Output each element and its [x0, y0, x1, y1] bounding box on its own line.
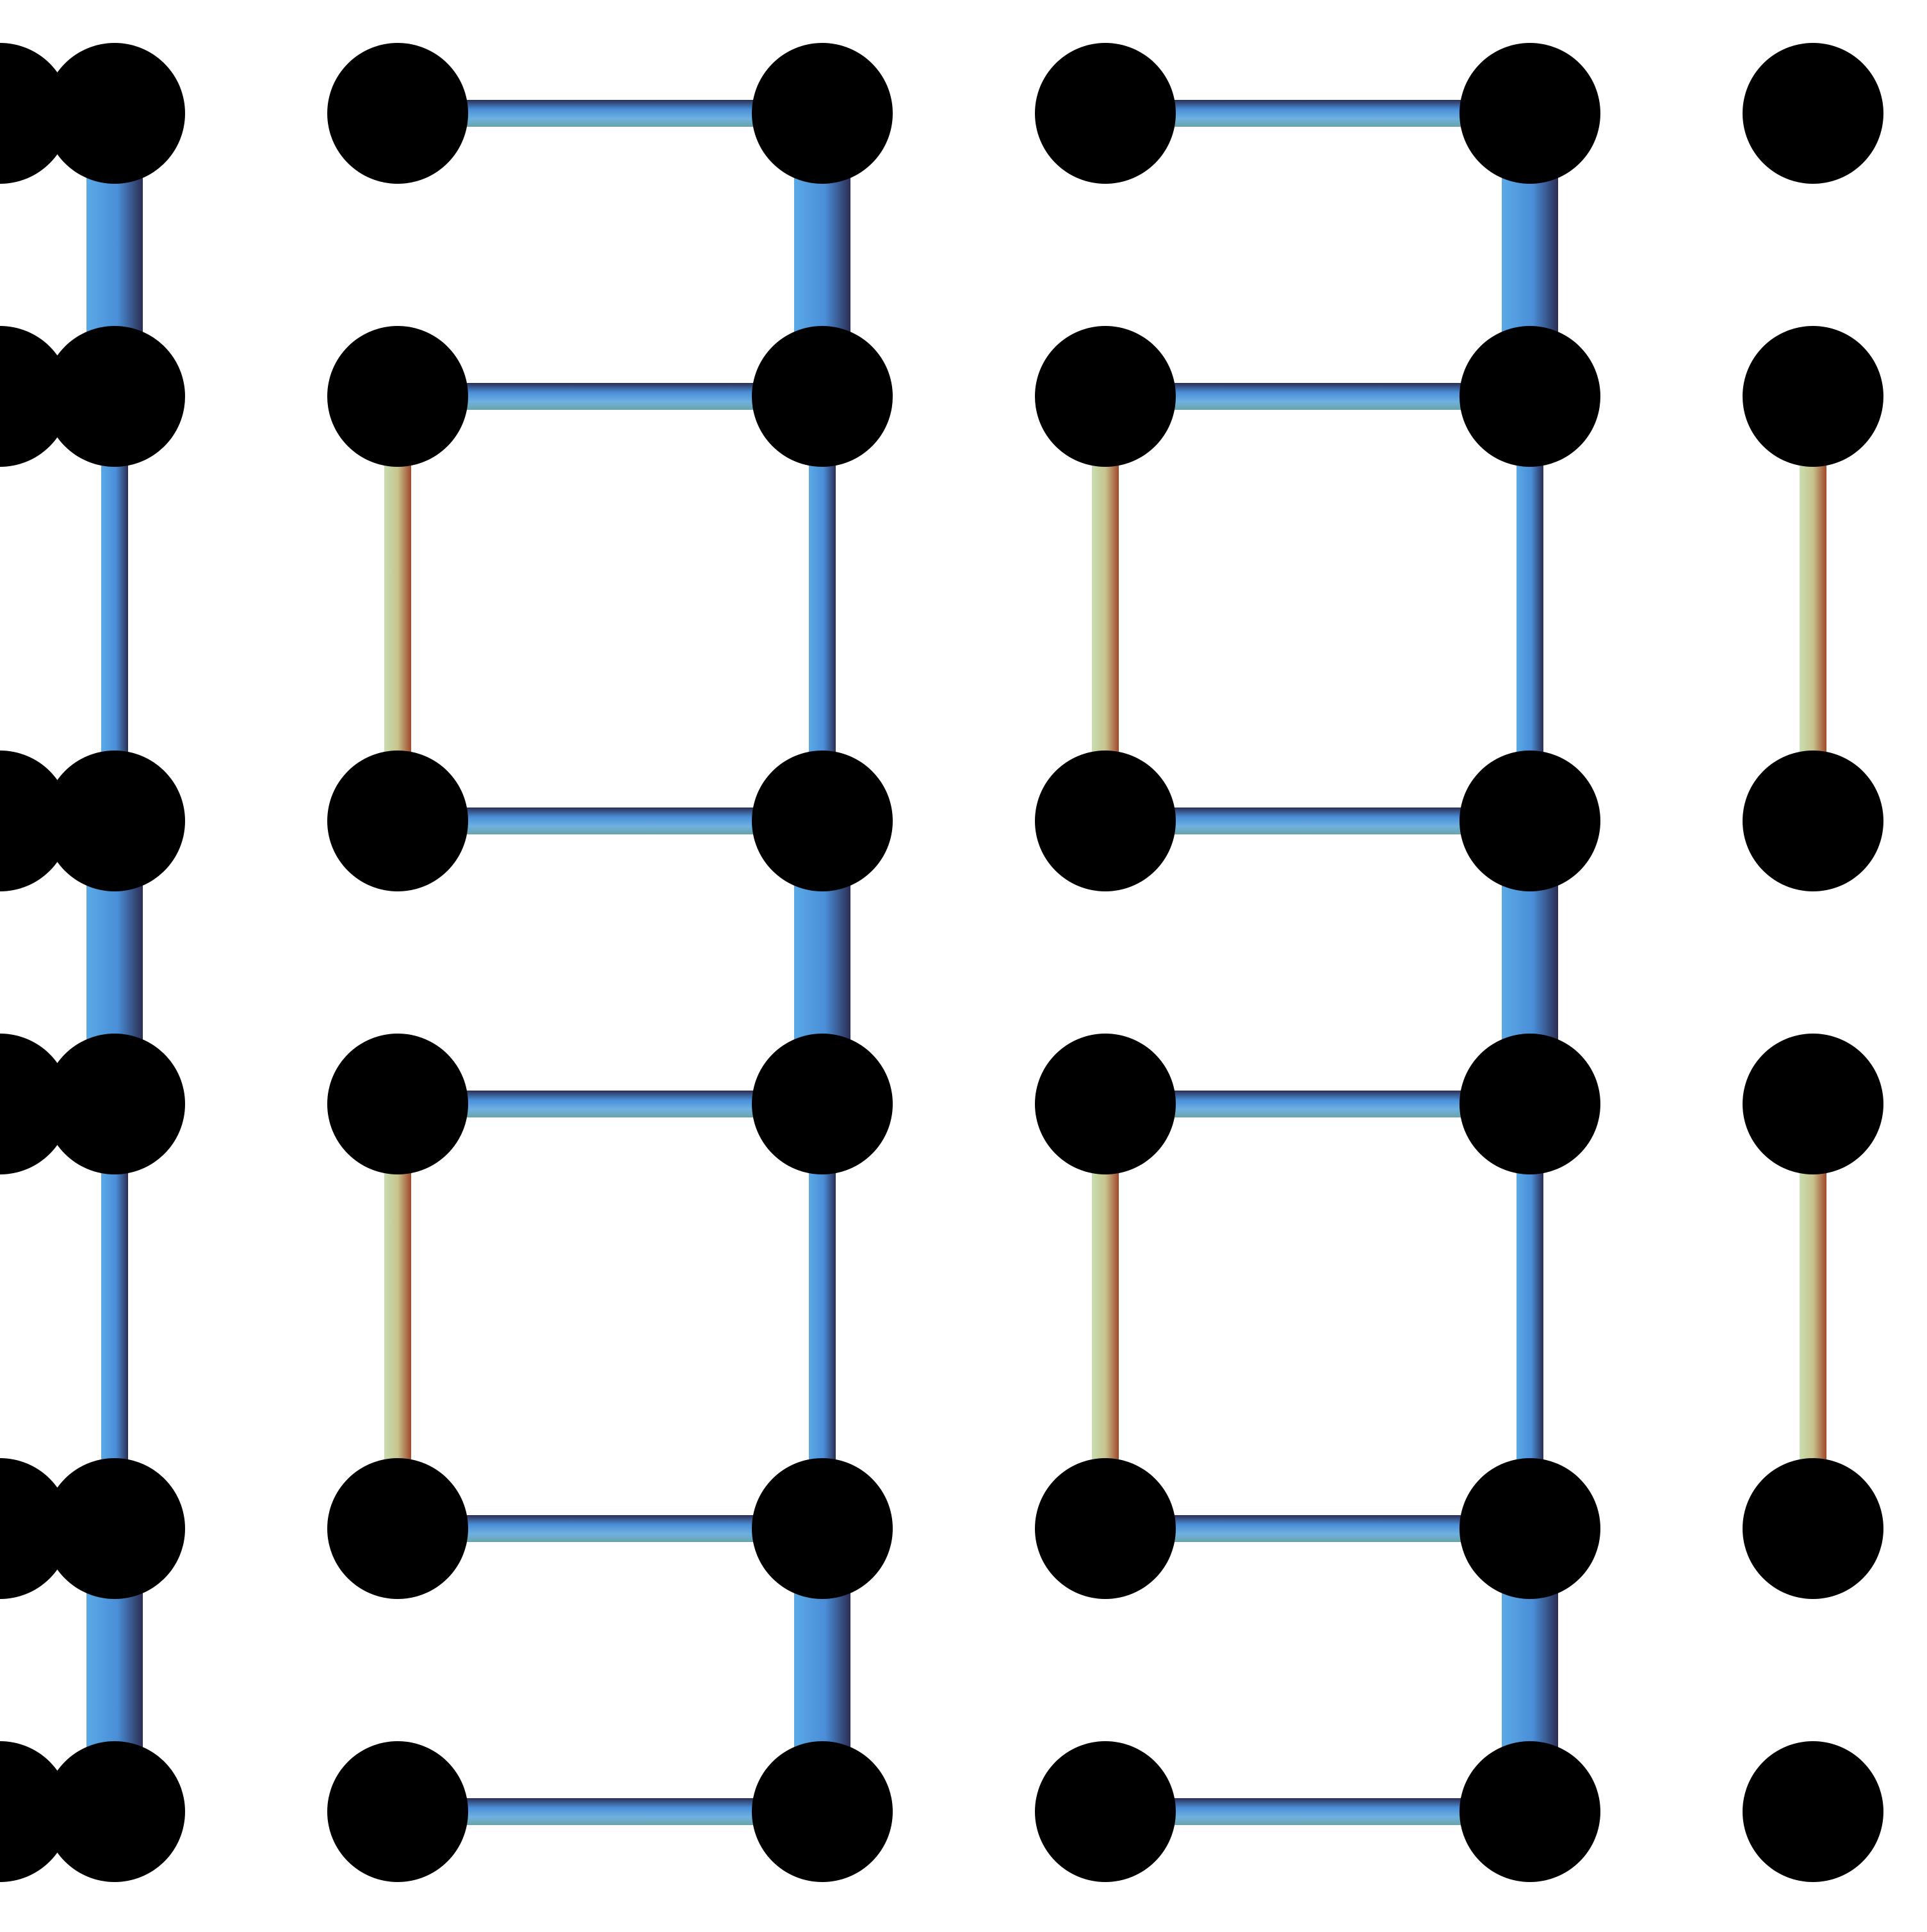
node-c2r4	[752, 1458, 893, 1599]
edge-c3r3-c3r4	[1092, 1104, 1119, 1529]
edge-c0r1-c0r2	[101, 396, 128, 821]
node-c0r0	[44, 43, 185, 184]
edge-c1r5-c2r5	[398, 1798, 822, 1825]
node-c0r3	[44, 1034, 185, 1174]
node-c4r5	[1459, 1741, 1600, 1882]
node-c0r4	[44, 1458, 185, 1599]
node-c2r5	[752, 1741, 893, 1882]
edge-c3r4-c4r4	[1105, 1515, 1530, 1542]
node-c2r0	[752, 43, 893, 184]
edge-c1r3-c2r3	[398, 1091, 822, 1117]
node-c6r5	[0, 1741, 70, 1882]
edge-c1r4-c2r4	[398, 1515, 822, 1542]
edge-c2r1-c2r2	[809, 396, 836, 821]
edge-c3r3-c4r3	[1105, 1091, 1530, 1117]
node-c3r2	[1035, 751, 1176, 891]
node-c1r5	[327, 1741, 468, 1882]
node-c4r4	[1459, 1458, 1600, 1599]
nodes-layer	[0, 43, 1883, 1882]
node-c6r2	[0, 751, 70, 891]
edge-c4r3-c4r4	[1516, 1104, 1543, 1529]
node-c6r0	[0, 43, 70, 184]
node-c5r4	[1743, 1458, 1883, 1599]
node-c6r3	[0, 1034, 70, 1174]
edge-c4r1-c4r2	[1516, 396, 1543, 821]
node-c2r1	[752, 326, 893, 467]
node-c1r4	[327, 1458, 468, 1599]
node-c5r5	[1743, 1741, 1883, 1882]
node-c3r1	[1035, 326, 1176, 467]
node-c4r1	[1459, 326, 1600, 467]
node-c4r0	[1459, 43, 1600, 184]
edge-c2r3-c2r4	[809, 1104, 836, 1529]
node-c1r1	[327, 326, 468, 467]
node-c5r2	[1743, 751, 1883, 891]
node-c0r2	[44, 751, 185, 891]
node-c3r0	[1035, 43, 1176, 184]
node-c4r2	[1459, 751, 1600, 891]
node-c1r0	[327, 43, 468, 184]
node-c0r5	[44, 1741, 185, 1882]
edge-c3r2-c4r2	[1105, 808, 1530, 834]
node-c2r2	[752, 751, 893, 891]
edge-c1r1-c2r1	[398, 383, 822, 410]
node-c5r3	[1743, 1034, 1883, 1174]
edge-c1r2-c2r2	[398, 808, 822, 834]
node-c3r3	[1035, 1034, 1176, 1174]
node-c5r1	[1743, 326, 1883, 467]
edge-c5r1-c5r2	[1800, 396, 1826, 821]
node-c0r1	[44, 326, 185, 467]
edge-c3r5-c4r5	[1105, 1798, 1530, 1825]
node-c1r3	[327, 1034, 468, 1174]
edge-c3r1-c4r1	[1105, 383, 1530, 410]
node-c3r4	[1035, 1458, 1176, 1599]
node-c1r2	[327, 751, 468, 891]
edge-c5r3-c5r4	[1800, 1104, 1826, 1529]
edge-c3r0-c4r0	[1105, 100, 1530, 127]
edge-c0r3-c0r4	[101, 1104, 128, 1529]
node-c2r3	[752, 1034, 893, 1174]
edge-c1r3-c1r4	[384, 1104, 411, 1529]
edge-c3r1-c3r2	[1092, 396, 1119, 821]
node-c6r1	[0, 326, 70, 467]
node-c5r0	[1743, 43, 1883, 184]
node-c3r5	[1035, 1741, 1176, 1882]
edge-c1r0-c2r0	[398, 100, 822, 127]
node-c4r3	[1459, 1034, 1600, 1174]
edge-c1r1-c1r2	[384, 396, 411, 821]
node-c6r4	[0, 1458, 70, 1599]
